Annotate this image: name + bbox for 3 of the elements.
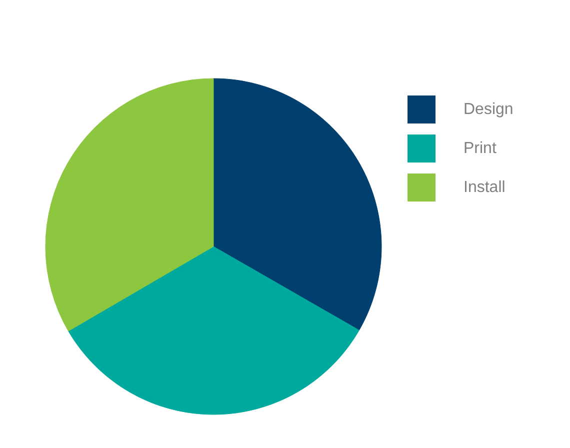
legend-label: Install — [464, 179, 506, 196]
legend-label: Print — [464, 140, 497, 157]
legend-label: Design — [464, 101, 514, 118]
